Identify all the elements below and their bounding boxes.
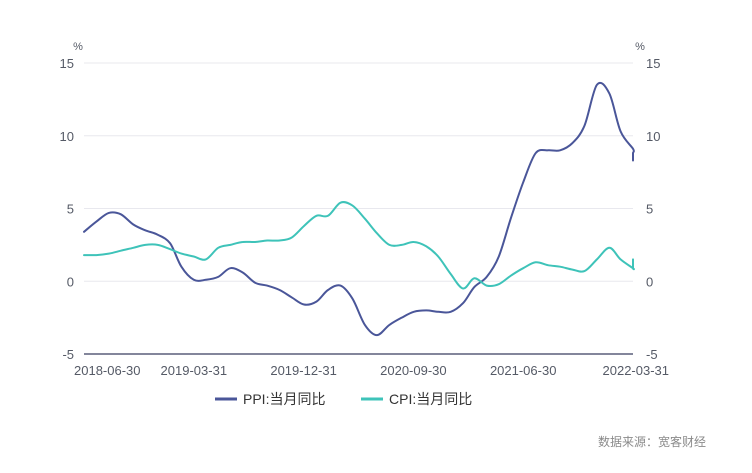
- right-y-tick-label: 0: [646, 274, 653, 289]
- x-tick-label: 2022-03-31: [603, 363, 670, 378]
- data-source-note: 数据来源：宽客财经: [598, 434, 706, 449]
- x-tick-label: 2019-03-31: [161, 363, 228, 378]
- legend-label-ppi: PPI:当月同比: [243, 391, 325, 407]
- left-y-tick-label: 5: [67, 202, 74, 217]
- legend-item-ppi[interactable]: PPI:当月同比: [215, 391, 325, 407]
- left-y-tick-label: 0: [67, 274, 74, 289]
- left-y-tick-label: 15: [60, 56, 74, 71]
- left-y-tick-label: 10: [60, 129, 74, 144]
- x-tick-label: 2018-06-30: [74, 363, 141, 378]
- right-y-tick-label: 5: [646, 202, 653, 217]
- legend-label-cpi: CPI:当月同比: [389, 391, 472, 407]
- grid-lines: [84, 62, 633, 282]
- legend-item-cpi[interactable]: CPI:当月同比: [361, 391, 472, 407]
- right-y-tick-label: 10: [646, 129, 660, 144]
- right-y-tick-label: -5: [646, 347, 658, 362]
- legend: PPI:当月同比 CPI:当月同比: [215, 391, 472, 407]
- series-lines: [83, 81, 635, 337]
- left-y-tick-label: -5: [62, 347, 74, 362]
- x-tick-label: 2019-12-31: [270, 363, 337, 378]
- x-tick-label: 2021-06-30: [490, 363, 557, 378]
- series-line-cpi: [83, 201, 635, 290]
- right-y-tick-label: 15: [646, 56, 660, 71]
- left-y-unit: %: [73, 41, 83, 53]
- right-y-unit: %: [635, 41, 645, 53]
- x-tick-label: 2020-09-30: [380, 363, 447, 378]
- series-line-ppi: [83, 81, 635, 337]
